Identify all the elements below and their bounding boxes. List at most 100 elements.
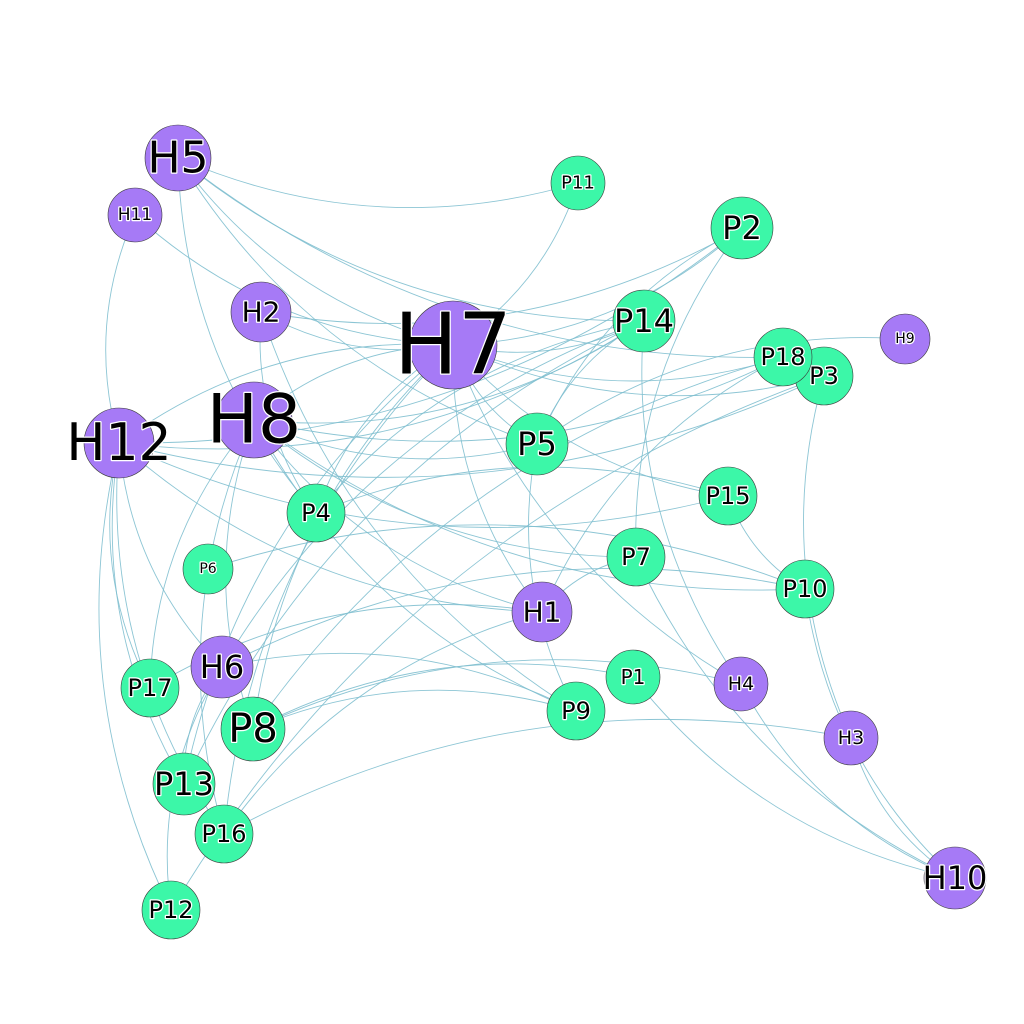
edge-H12-P12 [98,442,172,911]
node-label: H8 [207,381,301,460]
node-p5[interactable]: P5 [505,412,569,476]
node-h8[interactable]: H8 [206,379,303,461]
node-h6[interactable]: H6 [190,635,254,699]
node-circle[interactable] [605,649,661,705]
node-layer: H1 H2 H3 H4 H5 H6 H7 H8 H9 H10 H11 H12 P1 P2 P3 P4 P5 P6 P… [65,124,989,940]
node-p15[interactable]: P15 [698,466,758,526]
node-label: H9 [895,331,914,347]
node-label: P5 [517,425,557,463]
edge-P3-P12 [170,375,825,911]
edge-H12-P2 [118,227,743,444]
node-label: H6 [200,648,244,686]
node-h10[interactable]: H10 [921,846,989,910]
edge-P3-H3 [803,375,852,739]
node-p18[interactable]: P18 [753,327,813,387]
edge-H4-P8 [252,659,742,730]
node-p4[interactable]: P4 [286,483,346,543]
edge-H12-P13 [111,442,185,785]
node-circle[interactable] [923,846,987,910]
edge-H8-P10 [253,419,806,591]
edge-H4-H10 [740,683,956,879]
node-h3[interactable]: H3 [823,710,879,766]
node-p16[interactable]: P16 [194,804,254,864]
node-h11[interactable]: H11 [107,187,163,243]
node-circle[interactable] [152,752,216,816]
edge-H8-P9 [253,419,577,712]
node-circle[interactable] [879,313,931,365]
node-p17[interactable]: P17 [120,658,180,718]
node-circle[interactable] [215,381,293,459]
node-circle[interactable] [710,196,774,260]
node-circle[interactable] [775,559,835,619]
node-label: P7 [621,543,651,571]
edge-H7-P18 [452,344,784,382]
node-circle[interactable] [546,681,606,741]
node-circle[interactable] [194,804,254,864]
node-circle[interactable] [190,635,254,699]
node-p9[interactable]: P9 [546,681,606,741]
node-p1[interactable]: P1 [605,649,661,705]
edge-P10-P6 [207,524,806,590]
node-p13[interactable]: P13 [152,752,216,816]
node-label: H2 [242,296,281,329]
node-circle[interactable] [698,466,758,526]
edge-P9-P8 [252,689,577,730]
edge-H12-P17 [109,442,151,689]
node-label: P2 [722,209,762,247]
node-circle[interactable] [286,483,346,543]
node-p8[interactable]: P8 [220,696,286,762]
node-circle[interactable] [612,289,676,353]
node-h2[interactable]: H2 [230,281,292,343]
node-label: P11 [561,173,595,194]
node-h4[interactable]: H4 [713,656,769,712]
node-circle[interactable] [606,527,666,587]
node-circle[interactable] [713,656,769,712]
node-p10[interactable]: P10 [775,559,835,619]
node-circle[interactable] [83,407,155,479]
node-h7[interactable]: H7 [393,294,514,396]
node-label: H5 [147,133,208,184]
node-circle[interactable] [144,124,212,192]
node-p11[interactable]: P11 [550,155,606,211]
edge-H2-P9 [260,311,577,712]
node-h12[interactable]: H12 [65,407,173,479]
node-label: P18 [760,343,805,371]
edge-H7-P13 [183,344,454,785]
node-circle[interactable] [220,696,286,762]
edge-H12-P14 [118,320,645,450]
edge-H8-H1 [253,419,543,613]
edge-H5-H7 [177,157,454,346]
node-label: P14 [614,302,674,340]
node-h1[interactable]: H1 [511,581,573,643]
edge-P14-H4 [641,320,742,685]
node-circle[interactable] [505,412,569,476]
edge-H7-H4 [452,344,742,685]
node-p12[interactable]: P12 [141,880,201,940]
node-label: H11 [118,205,152,225]
node-p2[interactable]: P2 [710,196,774,260]
node-circle[interactable] [182,543,234,595]
edge-H2-P2 [260,227,743,324]
edge-P1-P8 [252,663,634,730]
node-circle[interactable] [120,658,180,718]
node-label: P8 [228,706,278,752]
node-circle[interactable] [823,710,879,766]
node-circle[interactable] [753,327,813,387]
node-circle[interactable] [550,155,606,211]
node-circle[interactable] [511,581,573,643]
edge-H8-P17 [149,419,255,689]
node-h9[interactable]: H9 [879,313,931,365]
node-p14[interactable]: P14 [612,289,676,353]
node-circle[interactable] [408,300,498,390]
node-circle[interactable] [141,880,201,940]
edge-P7-H10 [635,556,956,879]
node-label: P13 [154,765,214,803]
node-label: P3 [809,362,839,390]
node-circle[interactable] [230,281,292,343]
node-label: P6 [199,561,216,577]
node-circle[interactable] [107,187,163,243]
node-h5[interactable]: H5 [144,124,212,192]
edge-H8-P5 [253,419,538,460]
node-p7[interactable]: P7 [606,527,666,587]
node-p6[interactable]: P6 [182,543,234,595]
